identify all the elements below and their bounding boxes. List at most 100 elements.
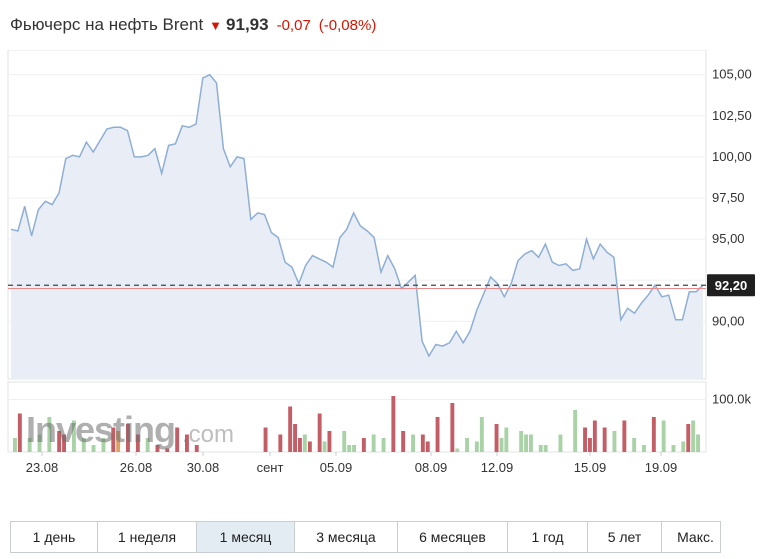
volume-bar — [455, 448, 460, 452]
volume-bar — [322, 441, 327, 452]
volume-bar — [155, 445, 160, 452]
volume-bar — [317, 413, 322, 452]
price-line — [10, 73, 704, 358]
y-tick-label: 102,50 — [712, 108, 752, 123]
x-tick-label: сент — [257, 460, 284, 475]
volume-bar — [632, 438, 637, 452]
y-tick-label: 105,00 — [712, 67, 752, 82]
volume-bar — [293, 424, 297, 452]
volume-bar — [263, 427, 268, 452]
volume-bar — [425, 441, 430, 452]
x-tick-label: 26.08 — [120, 460, 153, 475]
y-tick-label: 90,00 — [712, 313, 745, 328]
volume-bar — [681, 441, 686, 452]
volume-bar — [543, 445, 548, 452]
tab-period[interactable]: 1 год — [508, 522, 588, 552]
volume-bar — [691, 420, 696, 452]
price-change-percent: (-0,08%) — [318, 16, 377, 34]
volume-bar — [524, 434, 528, 452]
tab-period[interactable]: 5 лет — [588, 522, 662, 552]
volume-bar — [91, 445, 96, 452]
volume-bar — [465, 438, 469, 452]
y-tick-label: 95,00 — [712, 231, 745, 246]
volume-bar — [126, 424, 130, 452]
last-price-marker — [707, 274, 755, 297]
volume-bar — [435, 417, 440, 452]
volume-bar — [175, 427, 180, 452]
volume-bar — [420, 434, 425, 452]
volume-bar — [47, 417, 52, 452]
volume-bar — [474, 441, 479, 452]
price-chart[interactable]: 105,00102,50100,0097,5095,0092,5090,0092… — [0, 50, 761, 485]
volume-bar — [588, 438, 592, 452]
tab-period[interactable]: 1 неделя — [98, 522, 197, 552]
volume-bar — [101, 438, 106, 452]
volume-bar — [558, 434, 563, 452]
x-tick-label: 05.09 — [320, 460, 353, 475]
volume-bar — [361, 438, 366, 452]
tab-period[interactable]: Макс. — [677, 529, 714, 545]
volume-bar — [504, 427, 509, 452]
tab-period[interactable]: 6 месяцев — [398, 522, 508, 552]
volume-bar — [519, 431, 524, 452]
volume-bar — [13, 438, 17, 452]
volume-bar — [278, 434, 283, 452]
volume-bar — [686, 424, 691, 452]
x-tick-label: 15.09 — [574, 460, 607, 475]
arrow-down-icon: ▼ — [209, 17, 223, 33]
y-tick-label: 97,50 — [712, 190, 745, 205]
volume-bar — [194, 445, 199, 452]
volume-bar — [612, 431, 617, 452]
x-tick-label: 08.09 — [415, 460, 448, 475]
volume-bar — [116, 431, 121, 452]
volume-bar — [622, 420, 627, 452]
volume-bar — [661, 420, 666, 452]
volume-bar — [494, 424, 499, 452]
volume-bar — [411, 434, 415, 452]
volume-bar — [298, 438, 302, 452]
volume-tick-label: 100.0k — [712, 392, 752, 407]
volume-bar — [347, 445, 352, 452]
volume-bar — [479, 417, 484, 452]
volume-bar — [165, 448, 170, 452]
last-price-label: 92,20 — [715, 278, 748, 293]
tab-period[interactable]: 3 месяца — [295, 522, 398, 552]
volume-bar — [57, 431, 62, 452]
volume-bar — [529, 434, 533, 452]
volume-bar — [696, 434, 700, 452]
volume-bar — [342, 431, 347, 452]
volume-bar — [27, 438, 32, 452]
volume-bar — [450, 403, 455, 452]
volume-bar — [327, 431, 332, 452]
x-tick-label: 30.08 — [187, 460, 220, 475]
volume-bar — [573, 410, 578, 452]
volume-bar — [352, 445, 356, 452]
volume-bar — [592, 420, 597, 452]
price-change: -0,07 — [276, 16, 311, 34]
volume-bar — [499, 438, 504, 452]
volume-bar — [185, 434, 189, 452]
last-price: 91,93 — [226, 15, 269, 34]
volume-bar — [62, 434, 66, 452]
volume-bar — [302, 434, 307, 452]
volume-bar — [37, 434, 42, 452]
volume-bar — [381, 438, 386, 452]
volume-bar — [111, 427, 116, 452]
volume-bar — [391, 396, 396, 452]
volume-bar — [538, 445, 543, 452]
tab-period[interactable]: 1 день — [11, 522, 98, 552]
tab-period[interactable]: 1 месяц — [197, 522, 295, 552]
volume-bar — [145, 438, 150, 452]
volume-bar — [72, 420, 76, 452]
volume-bar — [371, 434, 376, 452]
price-area — [11, 74, 703, 379]
volume-bar — [17, 413, 22, 452]
volume-bar — [583, 427, 587, 452]
volume-bar — [81, 438, 86, 452]
instrument-title: Фьючерс на нефть Brent — [10, 15, 204, 34]
volume-bar — [642, 445, 646, 452]
volume-bar — [135, 434, 140, 452]
volume-bar — [288, 406, 293, 452]
x-tick-label: 19.09 — [645, 460, 678, 475]
volume-bar — [651, 417, 656, 452]
